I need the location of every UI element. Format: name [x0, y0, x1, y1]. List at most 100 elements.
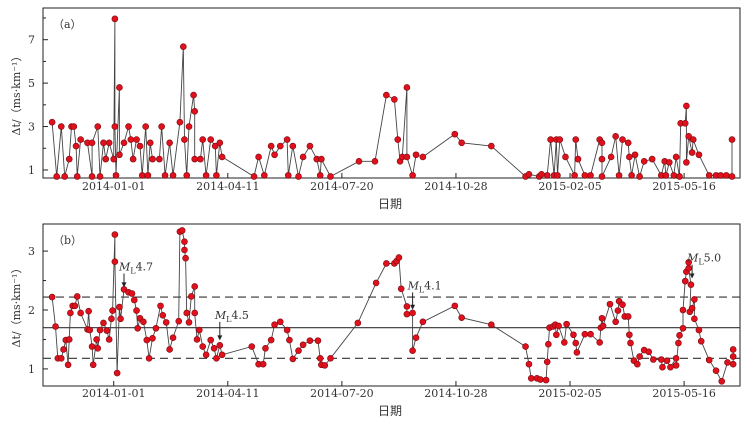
data-point: [185, 123, 193, 130]
data-point: [688, 149, 696, 156]
data-point: [181, 238, 188, 245]
data-point: [316, 355, 324, 362]
data-point: [191, 155, 199, 163]
data-point: [295, 173, 302, 180]
data-point: [111, 15, 119, 23]
data-point: [93, 336, 100, 343]
data-point: [267, 142, 275, 150]
data-point: [169, 334, 177, 341]
data-point: [522, 343, 529, 350]
data-point: [634, 360, 641, 368]
data-point: [85, 307, 92, 315]
data-point: [207, 136, 214, 143]
data-point: [166, 346, 173, 353]
data-point: [211, 142, 219, 150]
data-point: [199, 136, 207, 143]
data-point: [185, 319, 193, 326]
data-point: [581, 330, 589, 338]
data-point: [321, 362, 329, 369]
data-point: [718, 377, 726, 385]
data-point: [48, 293, 56, 301]
data-point: [676, 332, 683, 339]
data-point: [159, 312, 167, 319]
data-point: [77, 136, 84, 143]
data-point: [181, 246, 188, 254]
earthquake-annotation: ML4.1: [407, 279, 442, 294]
y-axis-label: Δt/（ms·km⁻¹）: [10, 263, 23, 348]
data-point: [181, 136, 188, 143]
panel-label: （b）: [53, 234, 82, 247]
data-point: [61, 173, 68, 180]
data-point: [191, 108, 199, 115]
data-point: [705, 172, 713, 179]
data-point: [606, 300, 614, 308]
data-point: [283, 136, 291, 143]
data-point: [354, 319, 362, 327]
data-point: [105, 139, 113, 147]
data-point: [130, 296, 138, 304]
data-point: [157, 302, 164, 310]
data-point: [619, 136, 626, 143]
data-point: [685, 133, 692, 140]
data-point: [717, 172, 724, 179]
data-point: [419, 153, 427, 161]
data-point: [250, 173, 258, 180]
data-point: [152, 324, 160, 332]
data-point: [728, 136, 736, 143]
data-point: [636, 353, 643, 360]
data-point: [134, 324, 141, 332]
data-point: [213, 172, 220, 179]
data-point: [574, 155, 582, 163]
data-point: [626, 331, 633, 339]
data-point: [383, 91, 390, 99]
data-point: [105, 336, 113, 343]
annotation-arrowhead: [689, 273, 695, 279]
data-point: [111, 231, 119, 238]
plot-frame: [42, 7, 741, 179]
data-point: [672, 362, 680, 369]
data-point: [64, 361, 72, 369]
annotation-arrowhead: [217, 335, 223, 341]
data-point: [86, 326, 94, 334]
data-point: [612, 133, 619, 140]
data-point: [537, 376, 544, 383]
data-point: [409, 347, 416, 354]
data-point: [403, 153, 411, 161]
data-point: [202, 172, 210, 179]
data-point: [140, 318, 147, 326]
data-point: [77, 309, 84, 317]
data-point: [397, 285, 405, 293]
data-point: [451, 130, 459, 138]
x-tick-label: 2015-05-16: [652, 387, 715, 400]
data-point: [553, 331, 560, 339]
data-point: [555, 322, 562, 330]
data-point: [267, 336, 275, 344]
data-point: [182, 254, 189, 262]
data-point: [67, 309, 74, 317]
data-point: [89, 361, 97, 369]
data-point: [102, 155, 110, 163]
data-point: [100, 319, 107, 327]
data-point: [409, 309, 416, 317]
data-point: [207, 336, 214, 344]
y-tick-label: 1: [28, 164, 35, 177]
data-point: [615, 172, 623, 179]
data-point: [71, 302, 79, 310]
data-point: [672, 355, 680, 362]
x-axis-label: 日期: [378, 404, 402, 418]
magnitude-subscript: L: [130, 267, 136, 276]
data-point: [111, 258, 119, 266]
data-point: [149, 155, 156, 163]
data-point: [571, 172, 578, 179]
data-point: [383, 260, 390, 267]
data-point: [327, 173, 334, 180]
annotation-arrowhead: [121, 282, 127, 288]
data-point: [156, 155, 163, 163]
data-point: [142, 123, 149, 130]
data-point: [286, 336, 293, 344]
data-point: [162, 319, 170, 326]
x-tick-label: 2015-05-16: [652, 180, 715, 193]
data-point: [88, 343, 96, 350]
magnitude-symbol: M: [214, 309, 227, 322]
data-point: [314, 337, 322, 344]
